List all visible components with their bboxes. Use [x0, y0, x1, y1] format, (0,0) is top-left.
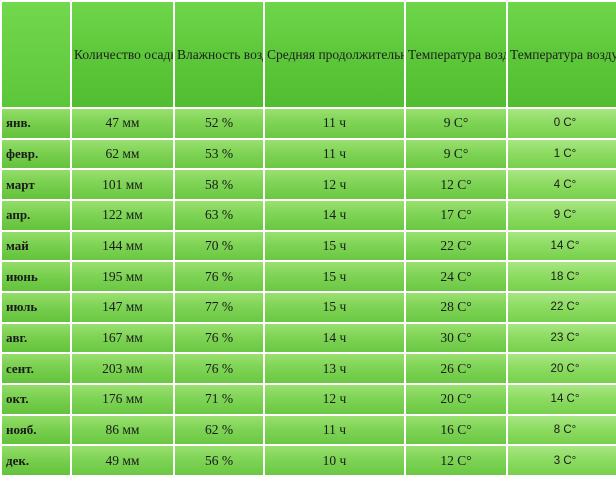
precipitation-cell: 176 мм [72, 384, 173, 414]
daylight-cell: 11 ч [265, 139, 404, 169]
day-temperature-cell: 26 C° [406, 354, 506, 383]
humidity-cell: 76 % [175, 354, 263, 383]
daylight-cell: 14 ч [265, 323, 404, 353]
daylight-cell: 15 ч [265, 231, 404, 261]
night-temperature-cell: 20 C° [508, 354, 616, 383]
night-temperature-cell: 22 C° [508, 292, 616, 322]
daylight-cell: 11 ч [265, 415, 404, 445]
night-temperature-cell: 9 C° [508, 200, 616, 230]
precipitation-cell: 49 мм [72, 446, 173, 475]
daylight-cell: 15 ч [265, 262, 404, 291]
month-cell: нояб. [2, 415, 70, 445]
table-row: март 101 мм 58 % 12 ч 12 C° 4 C° [2, 170, 616, 199]
precipitation-cell: 144 мм [72, 231, 173, 261]
table-row: июнь 195 мм 76 % 15 ч 24 C° 18 C° [2, 262, 616, 291]
night-temperature-cell: 18 C° [508, 262, 616, 291]
humidity-cell: 58 % [175, 170, 263, 199]
precipitation-cell: 122 мм [72, 200, 173, 230]
night-temperature-cell: 1 C° [508, 139, 616, 169]
night-temperature-cell: 4 C° [508, 170, 616, 199]
day-temperature-cell: 17 C° [406, 200, 506, 230]
header-humidity: Влажность воздуха [175, 2, 263, 107]
precipitation-cell: 47 мм [72, 109, 173, 138]
night-temperature-cell: 14 C° [508, 231, 616, 261]
month-cell: дек. [2, 446, 70, 475]
humidity-cell: 76 % [175, 323, 263, 353]
precipitation-cell: 167 мм [72, 323, 173, 353]
humidity-cell: 62 % [175, 415, 263, 445]
humidity-cell: 70 % [175, 231, 263, 261]
humidity-cell: 71 % [175, 384, 263, 414]
table-row: июль 147 мм 77 % 15 ч 28 C° 22 C° [2, 292, 616, 322]
humidity-cell: 63 % [175, 200, 263, 230]
night-temperature-cell: 8 C° [508, 415, 616, 445]
day-temperature-cell: 24 C° [406, 262, 506, 291]
precipitation-cell: 62 мм [72, 139, 173, 169]
daylight-cell: 11 ч [265, 109, 404, 138]
day-temperature-cell: 9 C° [406, 139, 506, 169]
humidity-cell: 53 % [175, 139, 263, 169]
header-day-temperature: Температура воздуха днем [406, 2, 506, 107]
table-row: май 144 мм 70 % 15 ч 22 C° 14 C° [2, 231, 616, 261]
month-cell: июль [2, 292, 70, 322]
daylight-cell: 14 ч [265, 200, 404, 230]
humidity-cell: 56 % [175, 446, 263, 475]
precipitation-cell: 86 мм [72, 415, 173, 445]
month-cell: окт. [2, 384, 70, 414]
precipitation-cell: 147 мм [72, 292, 173, 322]
precipitation-cell: 195 мм [72, 262, 173, 291]
month-cell: март [2, 170, 70, 199]
daylight-cell: 12 ч [265, 384, 404, 414]
header-night-temperature: Температура воздуха ночью [508, 2, 616, 107]
day-temperature-cell: 30 C° [406, 323, 506, 353]
humidity-cell: 77 % [175, 292, 263, 322]
header-daylight: Средняя продолжительность светового дня [265, 2, 404, 107]
daylight-cell: 13 ч [265, 354, 404, 383]
humidity-cell: 52 % [175, 109, 263, 138]
day-temperature-cell: 12 C° [406, 446, 506, 475]
precipitation-cell: 101 мм [72, 170, 173, 199]
month-cell: янв. [2, 109, 70, 138]
month-cell: апр. [2, 200, 70, 230]
header-row: Количество осадков Влажность воздуха Сре… [2, 2, 616, 107]
day-temperature-cell: 20 C° [406, 384, 506, 414]
month-cell: июнь [2, 262, 70, 291]
day-temperature-cell: 12 C° [406, 170, 506, 199]
month-cell: май [2, 231, 70, 261]
daylight-cell: 12 ч [265, 170, 404, 199]
night-temperature-cell: 23 C° [508, 323, 616, 353]
daylight-cell: 15 ч [265, 292, 404, 322]
table-row: авг. 167 мм 76 % 14 ч 30 C° 23 C° [2, 323, 616, 353]
day-temperature-cell: 9 C° [406, 109, 506, 138]
month-cell: февр. [2, 139, 70, 169]
daylight-cell: 10 ч [265, 446, 404, 475]
header-corner-cell [2, 2, 70, 107]
night-temperature-cell: 3 C° [508, 446, 616, 475]
month-cell: авг. [2, 323, 70, 353]
table-row: сент. 203 мм 76 % 13 ч 26 C° 20 C° [2, 354, 616, 383]
night-temperature-cell: 0 C° [508, 109, 616, 138]
header-precipitation: Количество осадков [72, 2, 173, 107]
day-temperature-cell: 28 C° [406, 292, 506, 322]
night-temperature-cell: 14 C° [508, 384, 616, 414]
table-row: нояб. 86 мм 62 % 11 ч 16 C° 8 C° [2, 415, 616, 445]
table-row: дек. 49 мм 56 % 10 ч 12 C° 3 C° [2, 446, 616, 475]
precipitation-cell: 203 мм [72, 354, 173, 383]
day-temperature-cell: 22 C° [406, 231, 506, 261]
table-row: окт. 176 мм 71 % 12 ч 20 C° 14 C° [2, 384, 616, 414]
table-row: апр. 122 мм 63 % 14 ч 17 C° 9 C° [2, 200, 616, 230]
month-cell: сент. [2, 354, 70, 383]
day-temperature-cell: 16 C° [406, 415, 506, 445]
humidity-cell: 76 % [175, 262, 263, 291]
